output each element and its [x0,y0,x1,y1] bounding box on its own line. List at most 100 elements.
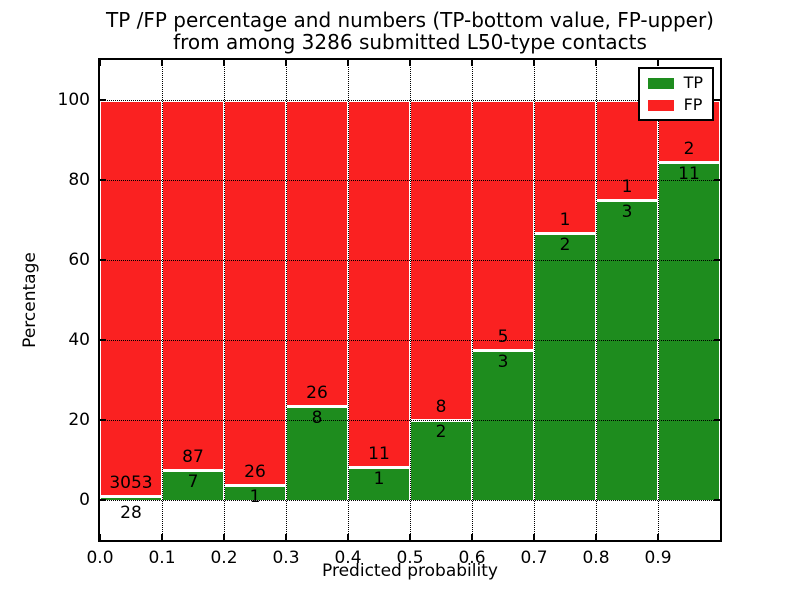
bar-segment-tp [101,496,161,500]
gridline-v [472,60,473,540]
y-tick [100,259,106,261]
x-tick-label: 0.6 [458,548,486,568]
x-tick-top [409,60,411,66]
x-tick-label: 0.0 [86,548,114,568]
x-tick [285,534,287,540]
y-tick-label: 80 [68,170,90,190]
tp-count-label: 8 [311,407,323,428]
chart-title-line1: TP /FP percentage and numbers (TP-bottom… [106,8,714,32]
bar-segment-tp [225,485,285,500]
x-tick [471,534,473,540]
y-axis-label: Percentage [20,252,40,348]
tp-count-label: 11 [678,163,700,184]
x-tick-top [161,60,163,66]
x-tick [161,534,163,540]
x-tick-label: 0.4 [334,548,362,568]
fp-count-label: 26 [306,382,328,403]
fp-count-label: 1 [559,210,571,231]
bar-segment-fp [535,100,595,234]
legend-label-tp: TP [683,73,703,92]
legend-row: TP [647,73,703,92]
x-tick-top [223,60,225,66]
tp-count-label: 2 [559,235,571,256]
bar-segment-tp [473,350,533,500]
y-tick-right [714,99,720,101]
tp-count-label: 28 [120,503,142,523]
y-tick-right [714,499,720,501]
legend-label-fp: FP [683,95,703,114]
y-tick-right [714,179,720,181]
x-tick [347,534,349,540]
y-tick-label: 40 [68,330,90,350]
fp-count-label: 3053 [109,473,153,494]
x-tick-label: 0.2 [210,548,238,568]
fp-count-label: 26 [244,462,266,483]
gridline-v [658,60,659,540]
x-tick-top [471,60,473,66]
chart-title: TP /FP percentage and numbers (TP-bottom… [100,9,720,53]
gridline-v [534,60,535,540]
chart-title-line2: from among 3286 submitted L50-type conta… [173,30,647,54]
x-tick-top [285,60,287,66]
x-tick [595,534,597,540]
y-tick-right [714,419,720,421]
legend: TP FP [637,67,714,121]
x-tick-top [99,60,101,66]
x-tick-label: 0.3 [272,548,300,568]
x-tick-label: 0.7 [520,548,548,568]
y-tick-right [714,339,720,341]
tp-count-label: 3 [497,352,509,372]
x-tick-top [595,60,597,66]
x-tick [657,534,659,540]
x-tick-label: 0.8 [582,548,610,568]
bar-segment-tp [411,420,471,500]
gridline-v [162,60,163,540]
bar-segment-tp [349,466,409,500]
bar-segment-fp [287,100,347,406]
bar-segment-tp [659,161,719,500]
y-tick [100,499,106,501]
y-tick-label: 100 [57,90,90,110]
plot-area: TP FP 3053 28 87 7 26 1 26 8 11 1 8 2 5 3 1 2 1 3 2 11 0.0 0.1… [58,58,722,568]
bar-segment-tp [535,233,595,500]
bar-segment-tp [163,470,223,500]
fp-count-label: 8 [435,397,447,417]
bar-segment-fp [473,100,533,350]
legend-row: FP [647,95,703,114]
gridline-v [410,60,411,540]
bar-segment-fp [349,100,409,467]
bar-segment-fp [597,100,657,200]
tp-count-label: 7 [187,472,199,493]
x-tick-label: 0.9 [644,548,672,568]
y-tick [100,419,106,421]
gridline-v [224,60,225,540]
bar-segment-tp [597,200,657,500]
legend-swatch-fp [647,99,674,111]
fp-count-label: 87 [182,447,204,468]
gridline-v [596,60,597,540]
bar-segment-fp [101,100,161,497]
fp-count-label: 1 [621,177,633,197]
fp-count-label: 5 [497,327,509,347]
y-tick-right [714,259,720,261]
x-tick [533,534,535,540]
y-tick-label: 0 [79,490,90,510]
bar-segment-tp [287,405,347,500]
gridline-v [286,60,287,540]
x-tick-label: 0.5 [396,548,424,568]
tp-count-label: 2 [435,422,447,442]
bar-segment-fp [225,100,285,486]
fp-count-label: 11 [368,443,390,464]
x-tick-top [347,60,349,66]
y-tick [100,99,106,101]
tp-count-label: 3 [621,202,633,222]
gridline-v [348,60,349,540]
x-tick-top [657,60,659,66]
tp-count-label: 1 [249,487,261,508]
x-tick-top [533,60,535,66]
x-tick [223,534,225,540]
x-tick [99,534,101,540]
y-tick-label: 20 [68,410,90,430]
legend-swatch-tp [647,77,674,89]
